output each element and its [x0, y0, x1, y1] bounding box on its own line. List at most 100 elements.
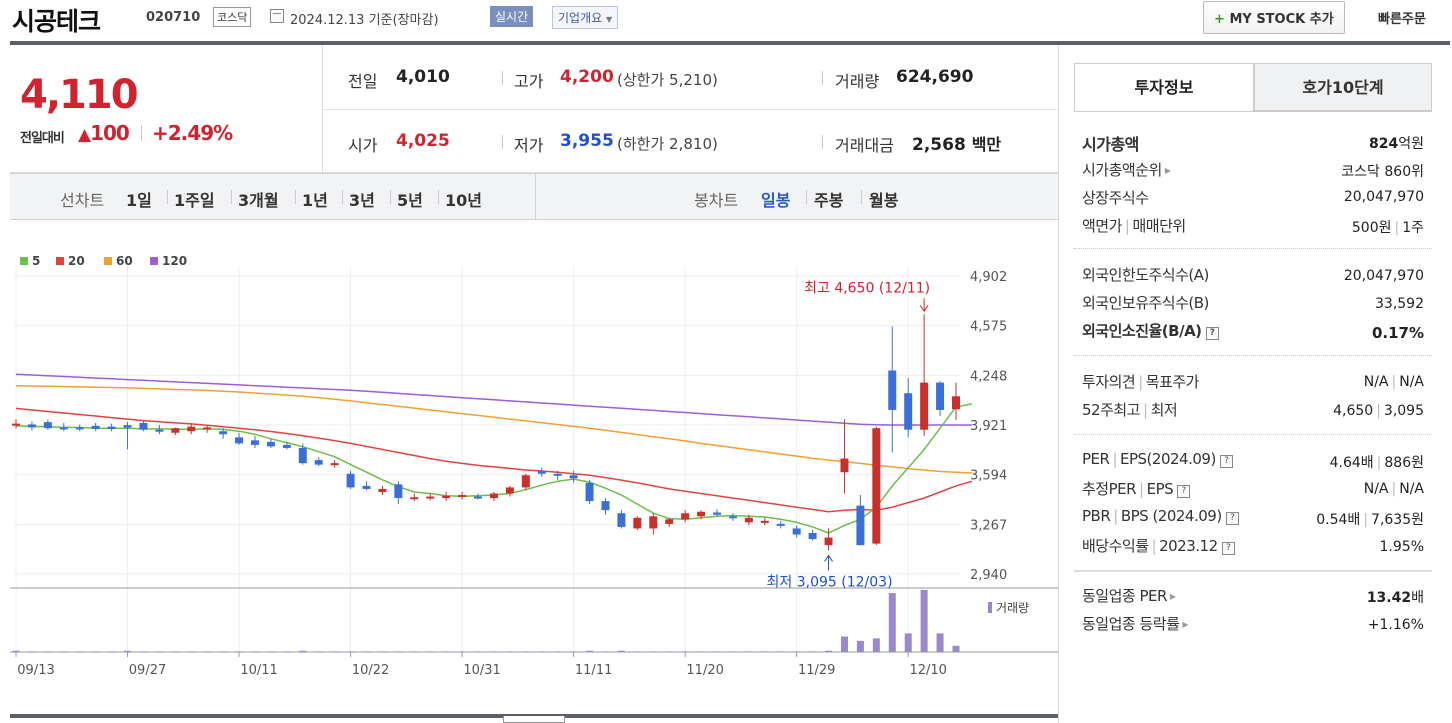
volume-bar — [920, 590, 928, 652]
quote-date: 2024.12.13 기준(장마감) — [290, 13, 439, 28]
tab-order-book[interactable]: 호가10단계 — [1254, 63, 1432, 111]
candle-body — [330, 463, 339, 466]
help-icon[interactable]: ? — [1221, 542, 1235, 555]
trade-value-label: 거래대금 — [835, 136, 894, 155]
volume-bar — [570, 651, 578, 652]
volume-bar — [299, 650, 307, 652]
candle-body — [856, 505, 865, 546]
tab-investment-info[interactable]: 투자정보 — [1074, 63, 1254, 111]
tab-candle-2[interactable]: 월봉 — [869, 191, 899, 210]
volume-bar — [554, 651, 562, 652]
candle-body — [250, 440, 259, 445]
caret-down-icon: ▼ — [606, 15, 613, 24]
tab-period-5[interactable]: 5년 — [397, 191, 423, 210]
stock-code: 020710 — [146, 10, 201, 25]
market-cap-rank-label[interactable]: 시가총액순위 ▶ — [1082, 161, 1171, 179]
sector-change-label[interactable]: 동일업종 등락률 ▶ — [1082, 615, 1189, 633]
volume-bar — [251, 651, 259, 652]
legend-swatch — [104, 257, 112, 265]
candle-body — [155, 429, 164, 432]
candle-body — [808, 532, 817, 540]
candle-body — [601, 501, 610, 511]
caret-right-icon: ▶ — [1182, 620, 1189, 629]
per-eps-value: 4.64배 | 886원 — [1329, 455, 1424, 471]
volume-bar — [952, 645, 960, 652]
candle-body — [282, 444, 291, 448]
help-icon[interactable]: ? — [1225, 512, 1239, 525]
candle-chart-label: 봉차트 — [694, 191, 739, 210]
candle-body — [760, 520, 769, 523]
legend-label: 5 — [32, 254, 40, 268]
y-tick-label: 3,267 — [970, 518, 1007, 533]
divider — [1074, 570, 1432, 572]
upper-limit: (상한가 5,210) — [617, 71, 718, 89]
candle-body — [59, 427, 68, 430]
volume-bar — [267, 651, 275, 652]
candle-body — [75, 427, 84, 430]
divider — [342, 190, 343, 204]
sector-per-label[interactable]: 동일업종 PER ▶ — [1082, 587, 1176, 605]
volume-bar — [649, 651, 657, 652]
candle-body — [521, 475, 530, 488]
volume-bar — [12, 650, 20, 652]
tab-period-6[interactable]: 10년 — [445, 191, 482, 210]
divider — [167, 190, 168, 204]
divider — [535, 173, 536, 220]
high-value: 4,200 — [560, 67, 614, 87]
listed-shares-value: 20,047,970 — [1343, 189, 1424, 205]
volume-bar — [586, 650, 594, 652]
volume-bar — [60, 651, 68, 652]
caret-right-icon: ▶ — [1164, 166, 1171, 175]
divider — [231, 190, 232, 204]
add-my-stock-button[interactable]: + MY STOCK 추가 — [1203, 1, 1345, 34]
help-icon[interactable]: ? — [1219, 455, 1233, 468]
candle-body — [394, 484, 403, 499]
divider — [1074, 434, 1432, 435]
change-percent: +2.49% — [152, 121, 233, 145]
candle-body — [665, 519, 674, 524]
volume-bar — [633, 651, 641, 652]
volume-bar — [458, 651, 466, 652]
volume-bar — [888, 593, 896, 652]
est-per-label: 추정PER | EPS? — [1082, 478, 1191, 499]
divider — [322, 109, 1058, 110]
candle-body — [792, 528, 801, 535]
chart-toggle-tab[interactable] — [503, 716, 565, 723]
tab-candle-0[interactable]: 일봉 — [761, 191, 791, 210]
quick-order-link[interactable]: 빠른주문 — [1378, 12, 1426, 27]
divider — [1074, 111, 1432, 112]
low-arrow-head — [824, 554, 833, 562]
help-icon[interactable]: ? — [1177, 485, 1191, 498]
candle-body — [235, 437, 244, 444]
candle-body — [410, 497, 419, 500]
divider — [861, 190, 862, 204]
calendar-icon — [270, 9, 284, 23]
tab-period-2[interactable]: 3개월 — [238, 191, 279, 210]
tab-period-4[interactable]: 3년 — [349, 191, 375, 210]
week52-value: 4,650 | 3,095 — [1333, 403, 1424, 419]
candle-body — [920, 382, 929, 430]
candle-body — [904, 393, 913, 430]
open-label: 시가 — [348, 136, 378, 155]
volume-bar — [856, 640, 864, 652]
tab-period-1[interactable]: 1주일 — [174, 191, 215, 210]
candle-body — [298, 447, 307, 464]
company-name: 시공테크 — [12, 7, 101, 36]
x-tick-label: 11/29 — [798, 663, 835, 678]
realtime-button[interactable]: 실시간 — [490, 6, 534, 27]
tab-period-0[interactable]: 1일 — [126, 191, 152, 210]
change-label: 전일대비 — [20, 131, 65, 146]
x-tick-label: 10/31 — [463, 663, 500, 678]
company-info-dropdown[interactable]: 기업개요 ▼ — [552, 6, 619, 29]
open-value: 4,025 — [396, 131, 450, 151]
foreign-exhaustion-value: 0.17% — [1371, 324, 1424, 342]
candle-body — [537, 470, 546, 474]
volume-bar — [601, 651, 609, 652]
tab-period-3[interactable]: 1년 — [302, 191, 328, 210]
market-cap-rank-value: 코스닥 860위 — [1341, 164, 1424, 180]
candle-body — [442, 495, 451, 499]
candle-body — [617, 513, 626, 527]
volume-bar — [490, 651, 498, 652]
help-icon[interactable]: ? — [1205, 327, 1219, 340]
tab-candle-1[interactable]: 주봉 — [814, 191, 844, 210]
